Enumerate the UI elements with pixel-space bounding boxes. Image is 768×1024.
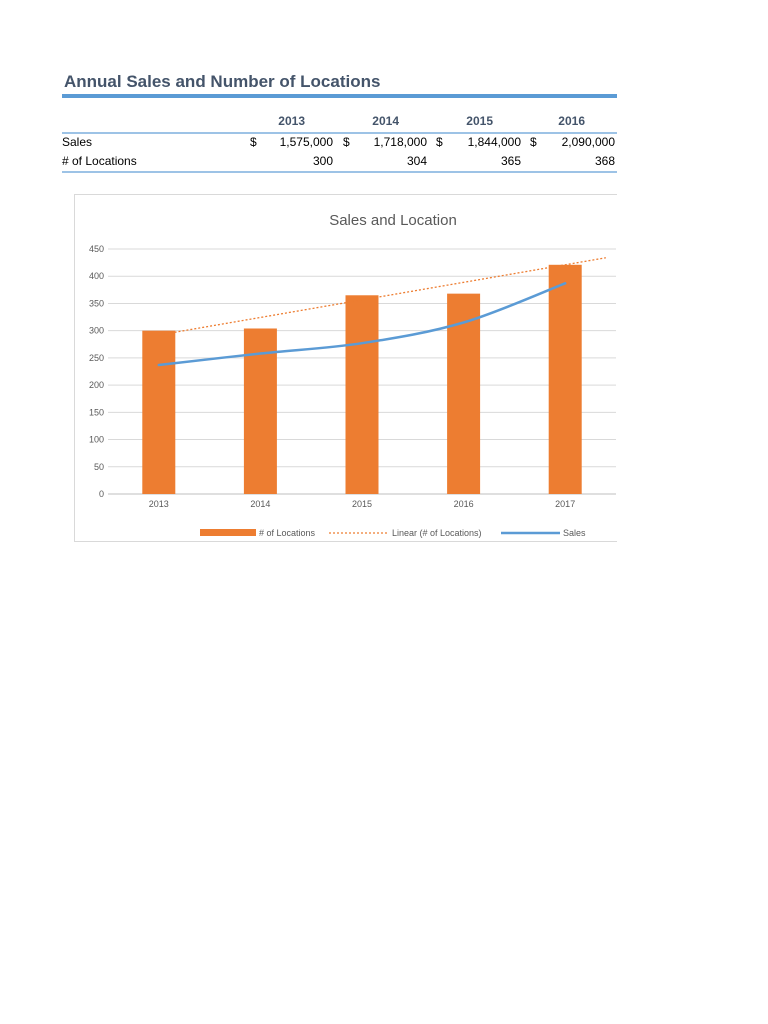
x-tick-label: 2017: [555, 499, 575, 509]
table-cell: 1,718,000: [373, 135, 427, 149]
y-tick-label: 450: [89, 244, 104, 254]
year-header-2013: 2013: [278, 114, 305, 128]
y-tick-label: 250: [89, 353, 104, 363]
y-tick-label: 150: [89, 407, 104, 417]
table-header-rule: [62, 132, 617, 134]
x-tick-label: 2013: [149, 499, 169, 509]
table-row-locations: # of Locations 300 304 365 368: [62, 154, 617, 172]
bar-locations: [142, 330, 176, 494]
y-tick-label: 400: [89, 271, 104, 281]
y-tick-label: 350: [89, 298, 104, 308]
x-tick-label: 2015: [352, 499, 372, 509]
year-header-2015: 2015: [466, 114, 493, 128]
bar-locations: [447, 293, 481, 494]
x-tick-label: 2016: [454, 499, 474, 509]
table-cell: 304: [406, 154, 427, 168]
legend-label: Linear (# of Locations): [392, 528, 482, 538]
y-tick-label: 300: [89, 326, 104, 336]
row-label: # of Locations: [62, 154, 137, 168]
y-tick-label: 0: [99, 489, 104, 499]
bar-locations: [548, 264, 582, 494]
currency-symbol: $: [436, 135, 443, 149]
sales-line: [157, 282, 567, 367]
table-row-sales: Sales $ 1,575,000 $ 1,718,000 $ 1,844,00…: [62, 135, 617, 153]
bar-locations: [243, 328, 277, 494]
year-header-2016: 2016: [558, 114, 585, 128]
sheet-title: Annual Sales and Number of Locations: [64, 72, 381, 91]
bar-locations: [345, 295, 379, 494]
table-cell: 1,844,000: [467, 135, 521, 149]
table-cell: 2,090,000: [561, 135, 615, 149]
table-bottom-rule: [62, 171, 617, 173]
table-cell: 368: [594, 154, 615, 168]
currency-symbol: $: [250, 135, 257, 149]
y-tick-label: 100: [89, 435, 104, 445]
legend-label: Sales: [563, 528, 586, 538]
legend-label: # of Locations: [259, 528, 316, 538]
trendline-locations: [158, 257, 606, 336]
y-tick-label: 200: [89, 380, 104, 390]
legend-swatch-bar: [200, 529, 256, 536]
table-header-row: 2013 2014 2015 2016: [62, 114, 617, 132]
row-label: Sales: [62, 135, 93, 149]
currency-symbol: $: [530, 135, 537, 149]
chart-area[interactable]: [74, 194, 617, 542]
table-cell: 300: [312, 154, 333, 168]
table-cell: 1,575,000: [279, 135, 333, 149]
table-cell: 365: [500, 154, 521, 168]
y-tick-label: 50: [94, 462, 104, 472]
currency-symbol: $: [343, 135, 350, 149]
title-underline: [62, 94, 617, 98]
x-tick-label: 2014: [250, 499, 270, 509]
chart-title: Sales and Location: [329, 212, 457, 229]
year-header-2014: 2014: [372, 114, 399, 128]
